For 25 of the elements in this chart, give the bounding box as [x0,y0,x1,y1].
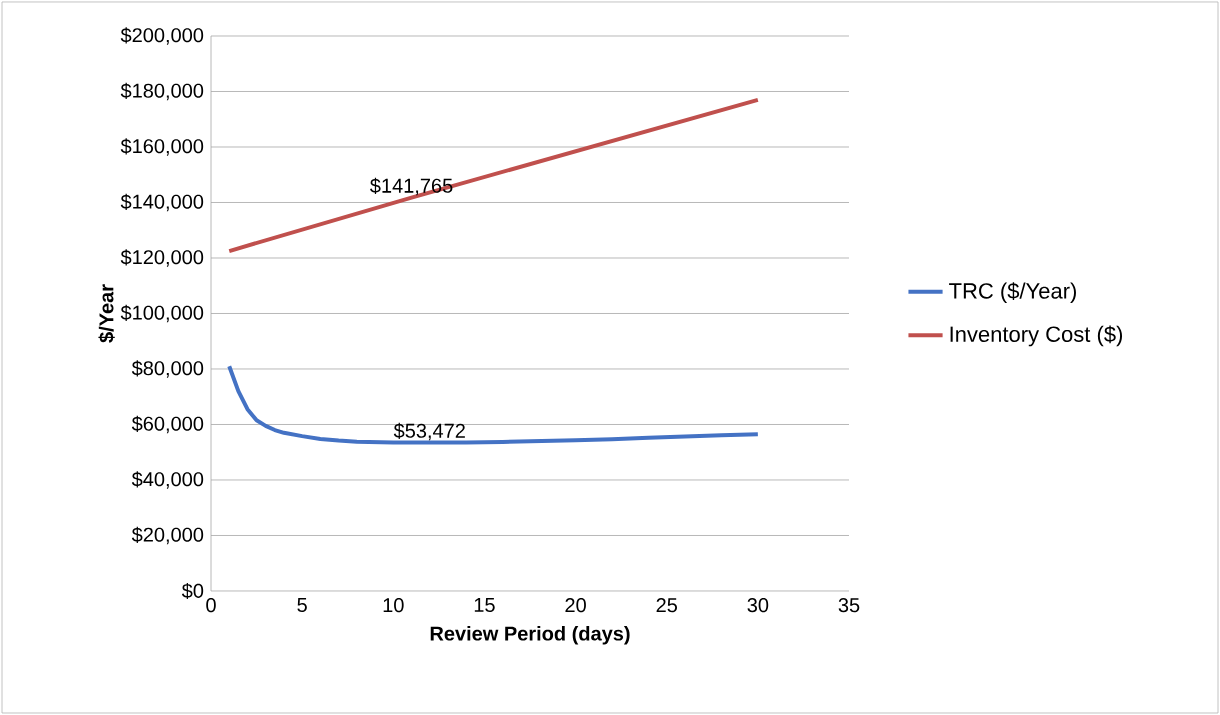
y-tick-label: $20,000 [131,526,204,545]
x-tick-label: 35 [838,598,860,613]
y-tick-label: $160,000 [120,138,204,156]
annotation: $53,472 [393,422,465,441]
y-axis-title: $/Year [98,284,115,343]
x-tick-label: 15 [474,598,495,612]
x-axis-title: Review Period (days) [430,625,630,645]
y-tick-label: $200,000 [120,27,204,45]
legend-label: Inventory Cost ($) [950,325,1123,347]
x-tick-label: 20 [565,598,586,613]
y-tick-label: $140,000 [120,193,204,212]
x-tick-label: 10 [383,598,404,613]
y-tick-label: $40,000 [131,471,204,489]
x-tick-label: 25 [656,598,677,613]
x-tick-label: 5 [297,598,307,612]
y-tick-label: $80,000 [131,360,204,378]
y-tick-label: $60,000 [131,415,204,434]
y-tick-label: $0 [181,582,204,600]
y-tick-label: $180,000 [120,82,204,101]
y-tick-label: $120,000 [120,249,204,267]
y-tick-label: $100,000 [120,304,204,323]
x-tick-label: 0 [206,598,216,613]
annotation: $141,765 [370,177,453,196]
x-tick-label: 30 [747,598,769,613]
legend-label: TRC ($/Year) [949,282,1076,304]
